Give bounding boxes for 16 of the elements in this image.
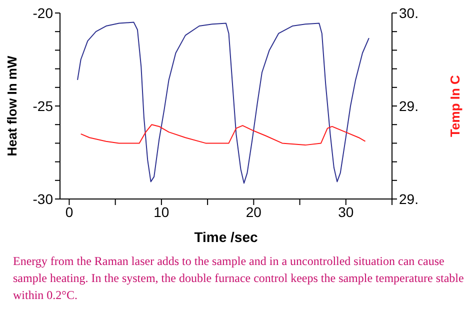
y-axis-title: Heat flow In mW <box>4 55 20 156</box>
x-tick-label: 10 <box>154 204 170 220</box>
y-tick-label: -30 <box>32 190 54 207</box>
y2-tick-label: 29. <box>399 190 418 207</box>
y2-tick-label: 29. <box>399 98 418 114</box>
x-tick-label: 20 <box>246 204 262 220</box>
y2-axis-title: Temp In C <box>448 74 463 137</box>
y-tick-label: -20 <box>32 4 54 21</box>
x-tick-label: 30 <box>338 204 354 220</box>
line-series <box>77 22 370 184</box>
y2-tick-label: 30. <box>399 4 418 21</box>
x-axis-title: Time /sec <box>194 229 258 245</box>
text: Energy from the Raman laser adds to the sample and in a uncontrolled situation can cause sample heating. In the system, the double furnace control keeps the sample temperature stable within 0.2°C. <box>13 253 465 304</box>
line-series <box>80 124 366 146</box>
y-tick-label: -25 <box>32 98 54 114</box>
x-tick-label: 0 <box>65 204 74 220</box>
